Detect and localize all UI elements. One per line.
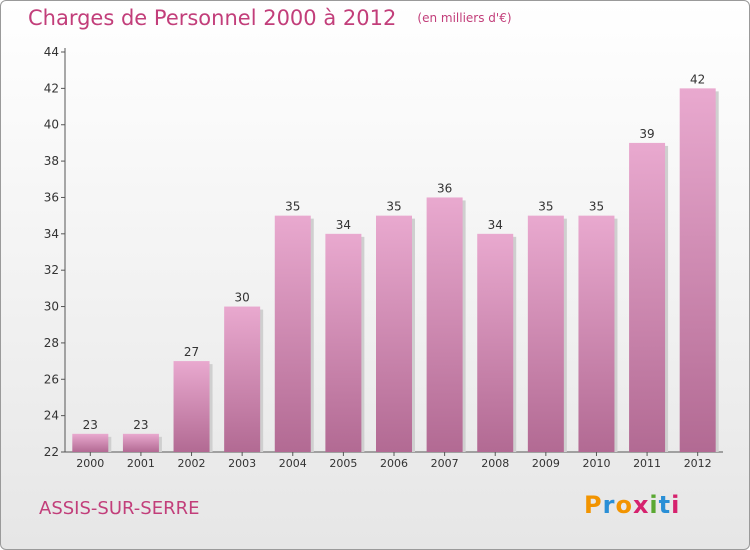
x-tick-label: 2003 (228, 457, 256, 470)
bar (477, 233, 514, 452)
y-tick-label: 38 (44, 154, 59, 168)
x-tick-label: 2011 (633, 457, 661, 470)
logo-letter: x (632, 491, 650, 519)
bar (679, 88, 716, 452)
data-label: 34 (488, 218, 503, 232)
bar (224, 306, 261, 452)
y-tick-label: 44 (44, 45, 59, 59)
commune-name: ASSIS-SUR-SERRE (39, 498, 200, 519)
bar (122, 433, 159, 452)
data-label: 35 (285, 200, 300, 214)
x-tick-label: 2001 (127, 457, 155, 470)
data-label: 30 (235, 291, 250, 305)
logo-letter: P (584, 491, 603, 519)
x-tick-label: 2006 (380, 457, 408, 470)
logo-letter: o (615, 491, 633, 519)
bar (629, 142, 666, 452)
bar (426, 197, 463, 452)
chart-subtitle: (en milliers d'€) (417, 11, 512, 25)
y-tick-label: 36 (44, 190, 59, 204)
bar (376, 215, 412, 452)
logo-letter: r (602, 491, 616, 519)
title-row: Charges de Personnel 2000 à 2012 (en mil… (28, 6, 512, 30)
data-label: 36 (437, 181, 452, 195)
bar (325, 233, 362, 452)
data-label: 35 (589, 200, 604, 214)
logo-letter: i (649, 491, 659, 519)
y-tick-label: 24 (44, 409, 59, 423)
data-label: 27 (184, 345, 199, 359)
bar (578, 215, 615, 452)
y-tick-label: 42 (44, 81, 59, 95)
x-tick-label: 2005 (329, 457, 357, 470)
bar (72, 433, 109, 452)
data-label: 42 (690, 72, 705, 86)
data-label: 35 (386, 200, 401, 214)
y-tick-label: 22 (44, 445, 59, 459)
data-label: 23 (133, 418, 148, 432)
data-label: 23 (83, 418, 98, 432)
x-tick-label: 2008 (481, 457, 509, 470)
data-label: 34 (336, 218, 351, 232)
logo-letter: t (658, 491, 672, 519)
x-tick-label: 2009 (532, 457, 560, 470)
y-tick-label: 28 (44, 336, 59, 350)
bar (274, 215, 311, 452)
y-tick-label: 26 (44, 372, 59, 386)
data-label: 39 (639, 127, 654, 141)
y-tick-label: 34 (44, 227, 59, 241)
x-tick-label: 2000 (76, 457, 104, 470)
data-label: 35 (538, 200, 553, 214)
y-tick-label: 40 (44, 118, 59, 132)
x-tick-label: 2002 (178, 457, 206, 470)
x-tick-label: 2004 (279, 457, 307, 470)
proxiti-logo: Proxiti (584, 491, 680, 519)
y-tick-label: 32 (44, 263, 59, 277)
x-tick-label: 2007 (431, 457, 459, 470)
chart-title: Charges de Personnel 2000 à 2012 (28, 6, 397, 30)
logo-letter: i (671, 491, 681, 519)
x-tick-label: 2010 (582, 457, 610, 470)
bar (527, 215, 564, 452)
bar (173, 361, 210, 452)
x-tick-label: 2012 (684, 457, 712, 470)
y-tick-label: 30 (44, 300, 59, 314)
